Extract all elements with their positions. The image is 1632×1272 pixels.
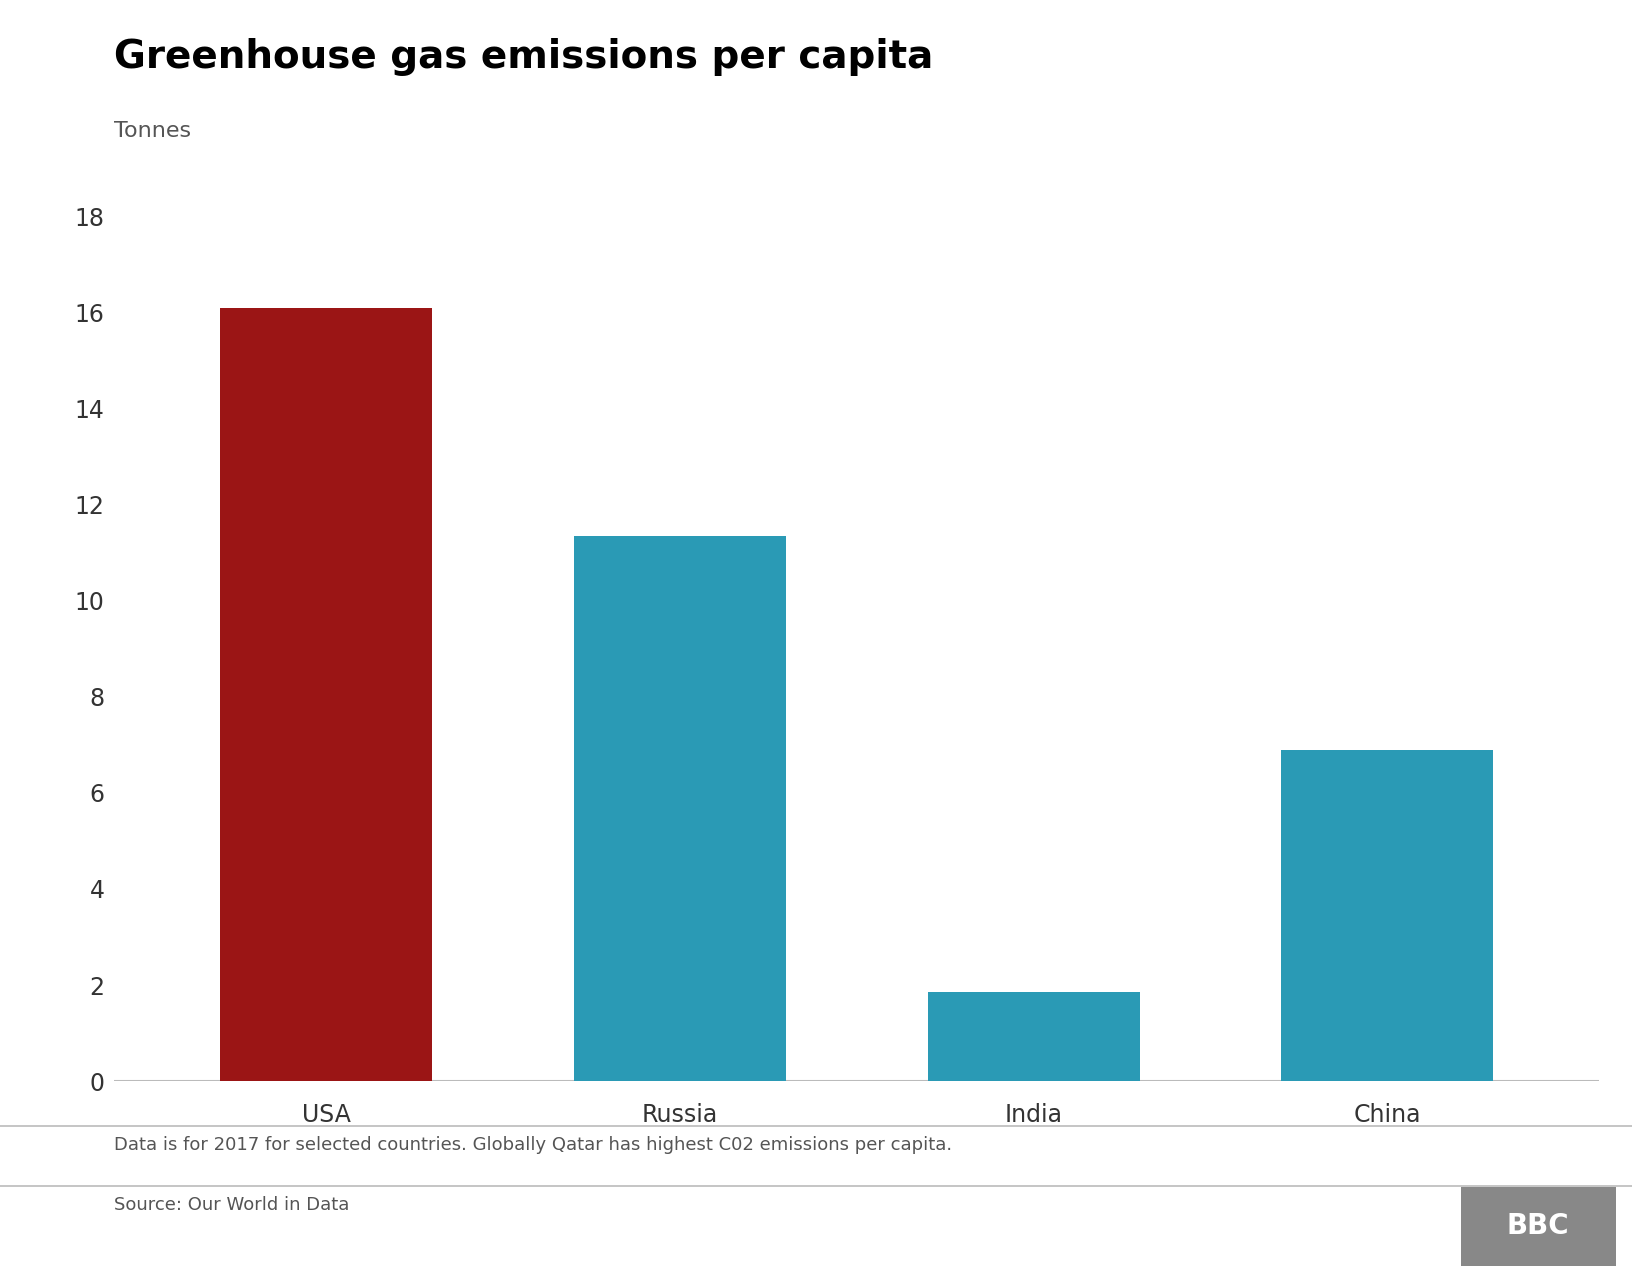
Bar xyxy=(1281,749,1493,1081)
Text: Tonnes: Tonnes xyxy=(114,121,191,141)
Text: Greenhouse gas emissions per capita: Greenhouse gas emissions per capita xyxy=(114,38,934,76)
Bar xyxy=(574,536,787,1081)
Text: Data is for 2017 for selected countries. Globally Qatar has highest C02 emission: Data is for 2017 for selected countries.… xyxy=(114,1136,953,1154)
Bar xyxy=(220,308,432,1081)
Text: Source: Our World in Data: Source: Our World in Data xyxy=(114,1196,349,1213)
Bar xyxy=(927,992,1139,1081)
Text: BBC: BBC xyxy=(1506,1212,1570,1240)
